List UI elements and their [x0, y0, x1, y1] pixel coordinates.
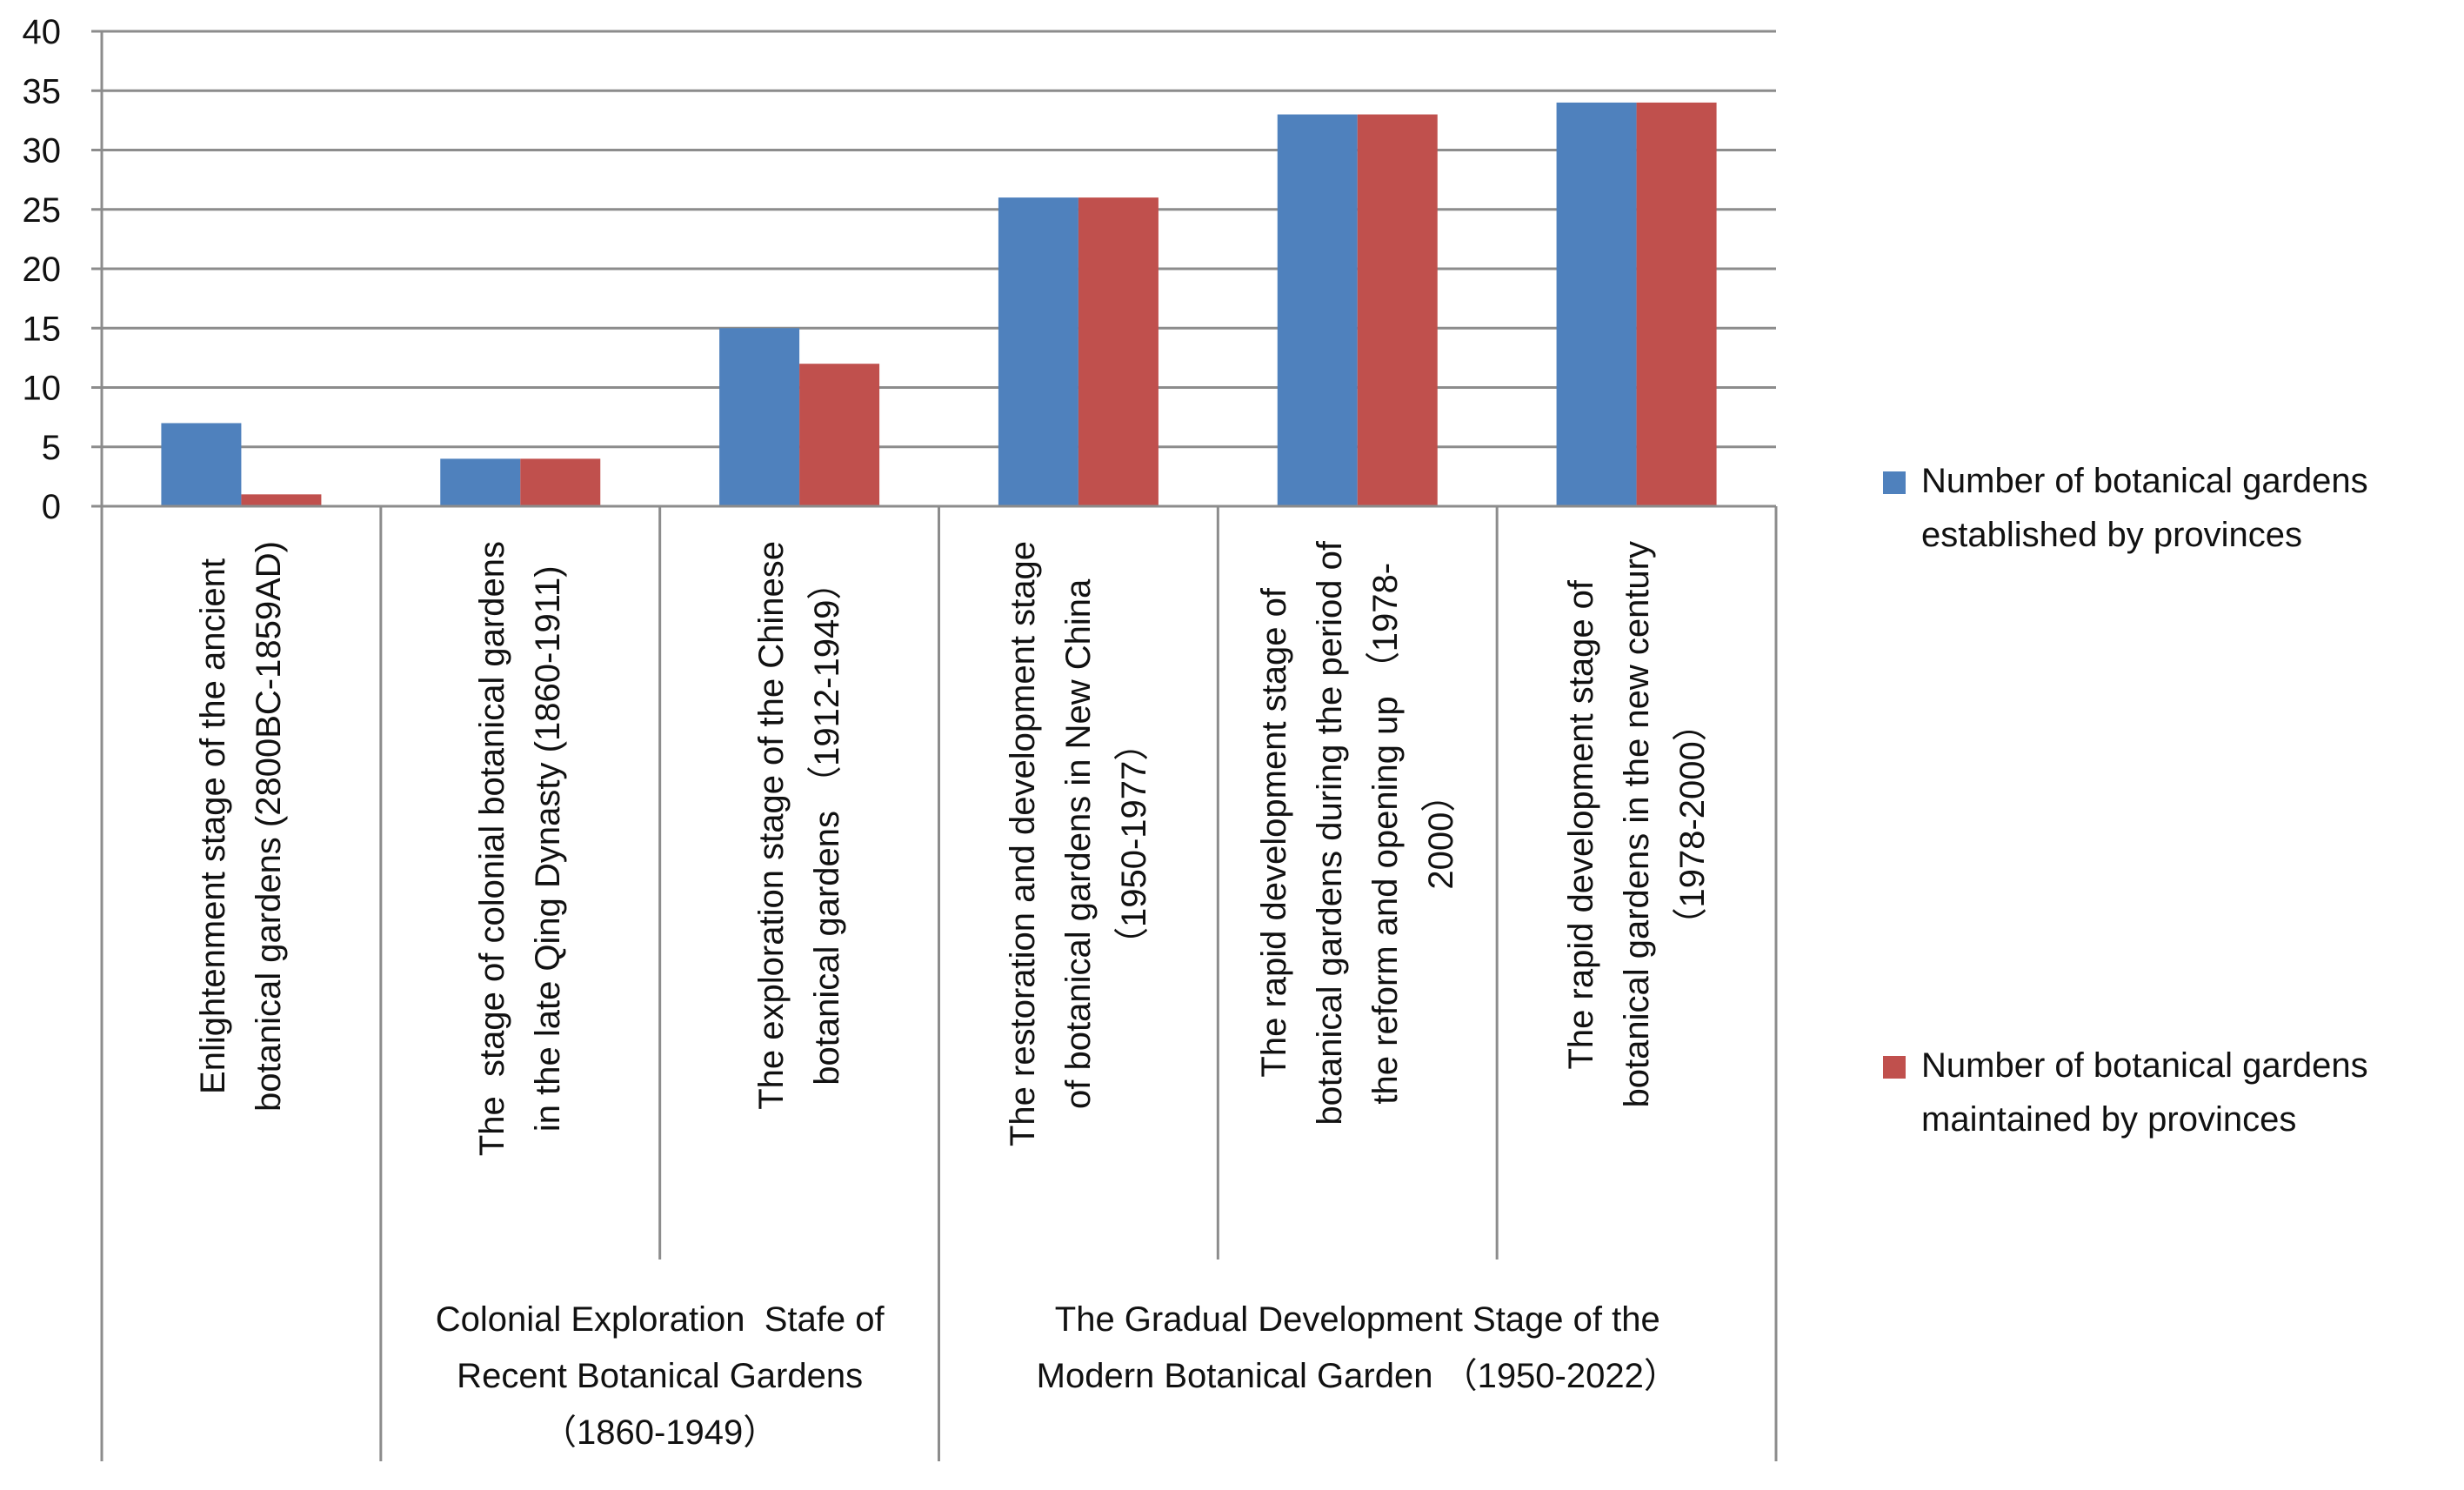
bar-established — [1556, 102, 1637, 507]
bar-maintained — [520, 458, 601, 506]
bar-maintained — [1636, 102, 1717, 507]
category-label: The rapid development stage of botanical… — [1561, 541, 1712, 1108]
bar-established — [161, 423, 242, 506]
bar-maintained — [1357, 114, 1438, 507]
bar-established — [719, 328, 800, 506]
category-label: The restoration and development stage of… — [1003, 541, 1153, 1146]
group-label: Colonial Exploration Stafe of Recent Bot… — [435, 1300, 885, 1452]
bar-maintained — [241, 494, 322, 506]
legend-item: Number of botanical gardens established … — [1883, 454, 2368, 562]
y-tick-label: 20 — [23, 251, 62, 289]
y-tick-label: 15 — [23, 310, 62, 348]
category-label: The exploration stage of the Chinese bot… — [752, 541, 847, 1110]
y-tick-label: 0 — [42, 488, 61, 526]
bar-maintained — [799, 364, 880, 506]
category-label: The stage of colonial botanical gardens … — [473, 541, 568, 1157]
y-tick-label: 30 — [23, 132, 62, 170]
legend-swatch — [1883, 1056, 1906, 1079]
y-tick-label: 5 — [42, 429, 61, 467]
y-tick-label: 10 — [23, 370, 62, 408]
bar-established — [440, 458, 521, 506]
legend-item: Number of botanical gardens maintained b… — [1883, 1039, 2368, 1146]
legend-label: Number of botanical gardens maintained b… — [1921, 1046, 2368, 1139]
bar-established — [1277, 114, 1358, 507]
legend-swatch — [1883, 471, 1906, 494]
y-tick-label: 40 — [23, 13, 62, 51]
category-label: Enlightenment stage of the ancient botan… — [194, 541, 289, 1112]
y-tick-label: 35 — [23, 72, 62, 110]
group-label: The Gradual Development Stage of the Mod… — [1036, 1300, 1679, 1395]
bar-established — [998, 197, 1078, 506]
category-label: The rapid development stage of botanical… — [1254, 541, 1460, 1126]
bar-maintained — [1078, 197, 1159, 506]
legend-label: Number of botanical gardens established … — [1921, 462, 2368, 554]
y-tick-label: 25 — [23, 191, 62, 230]
